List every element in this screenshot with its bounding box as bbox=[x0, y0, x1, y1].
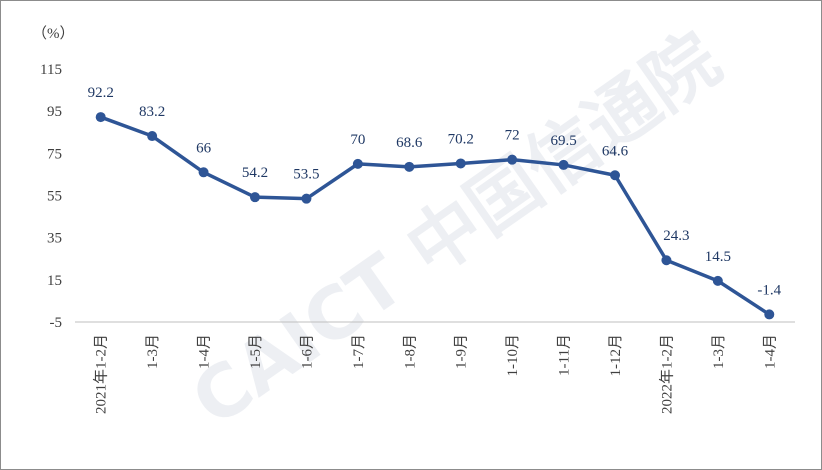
data-label: 92.2 bbox=[88, 85, 114, 101]
x-tick-label: 1-3月 bbox=[711, 334, 727, 369]
x-tick-label: 2022年1-2月 bbox=[658, 334, 675, 414]
data-label: 72 bbox=[505, 128, 520, 144]
point bbox=[610, 170, 620, 181]
x-tick-label: 1-7月 bbox=[351, 334, 367, 369]
line bbox=[100, 115, 771, 316]
y-tick-label: 15 bbox=[47, 273, 62, 289]
data-label: 83.2 bbox=[139, 104, 165, 120]
x-tick-label: 1-5月 bbox=[248, 334, 264, 369]
x-tick-label: 2021年1-2月 bbox=[93, 334, 110, 414]
x-tick-label: 1-11月 bbox=[557, 334, 573, 376]
point bbox=[404, 161, 415, 172]
data-label: 14.5 bbox=[705, 249, 731, 265]
point bbox=[95, 112, 106, 123]
data-label: -1.4 bbox=[757, 282, 781, 298]
x-tick-label: 1-4月 bbox=[197, 334, 213, 369]
x-tick-label: 1-12月 bbox=[608, 334, 624, 377]
unit-label: （%） bbox=[32, 25, 75, 42]
point bbox=[147, 131, 158, 142]
point bbox=[712, 275, 723, 286]
x-tick-label: 1-3月 bbox=[145, 334, 161, 369]
data-label: 54.2 bbox=[242, 165, 268, 181]
y-tick-label: -5 bbox=[50, 315, 63, 331]
x-tick-label: 1-4月 bbox=[762, 334, 778, 369]
point bbox=[198, 167, 209, 178]
y-tick-label: 95 bbox=[47, 104, 62, 120]
data-label: 64.6 bbox=[602, 143, 629, 159]
point bbox=[250, 192, 260, 203]
point bbox=[455, 158, 466, 169]
y-tick-label: 75 bbox=[47, 146, 62, 162]
y-tick-label: 115 bbox=[40, 62, 62, 78]
x-tick-label: 1-8月 bbox=[402, 334, 418, 369]
data-label: 70.2 bbox=[448, 131, 474, 147]
point bbox=[764, 309, 775, 320]
x-tick-label: 1-9月 bbox=[454, 334, 470, 369]
y-tick-label: 35 bbox=[47, 231, 62, 247]
point bbox=[661, 255, 672, 266]
point bbox=[352, 158, 363, 169]
point bbox=[507, 154, 518, 165]
data-label: 53.5 bbox=[293, 167, 319, 183]
x-tick-label: 1-10月 bbox=[505, 334, 521, 377]
data-label: 24.3 bbox=[663, 228, 689, 244]
data-label: 66 bbox=[196, 140, 212, 156]
point bbox=[301, 193, 312, 204]
point bbox=[558, 159, 569, 170]
data-label: 68.6 bbox=[396, 135, 423, 151]
data-label: 69.5 bbox=[550, 133, 576, 149]
y-tick-label: 55 bbox=[47, 189, 62, 205]
data-label: 70 bbox=[350, 132, 365, 148]
x-tick-label: 1-6月 bbox=[299, 334, 315, 369]
